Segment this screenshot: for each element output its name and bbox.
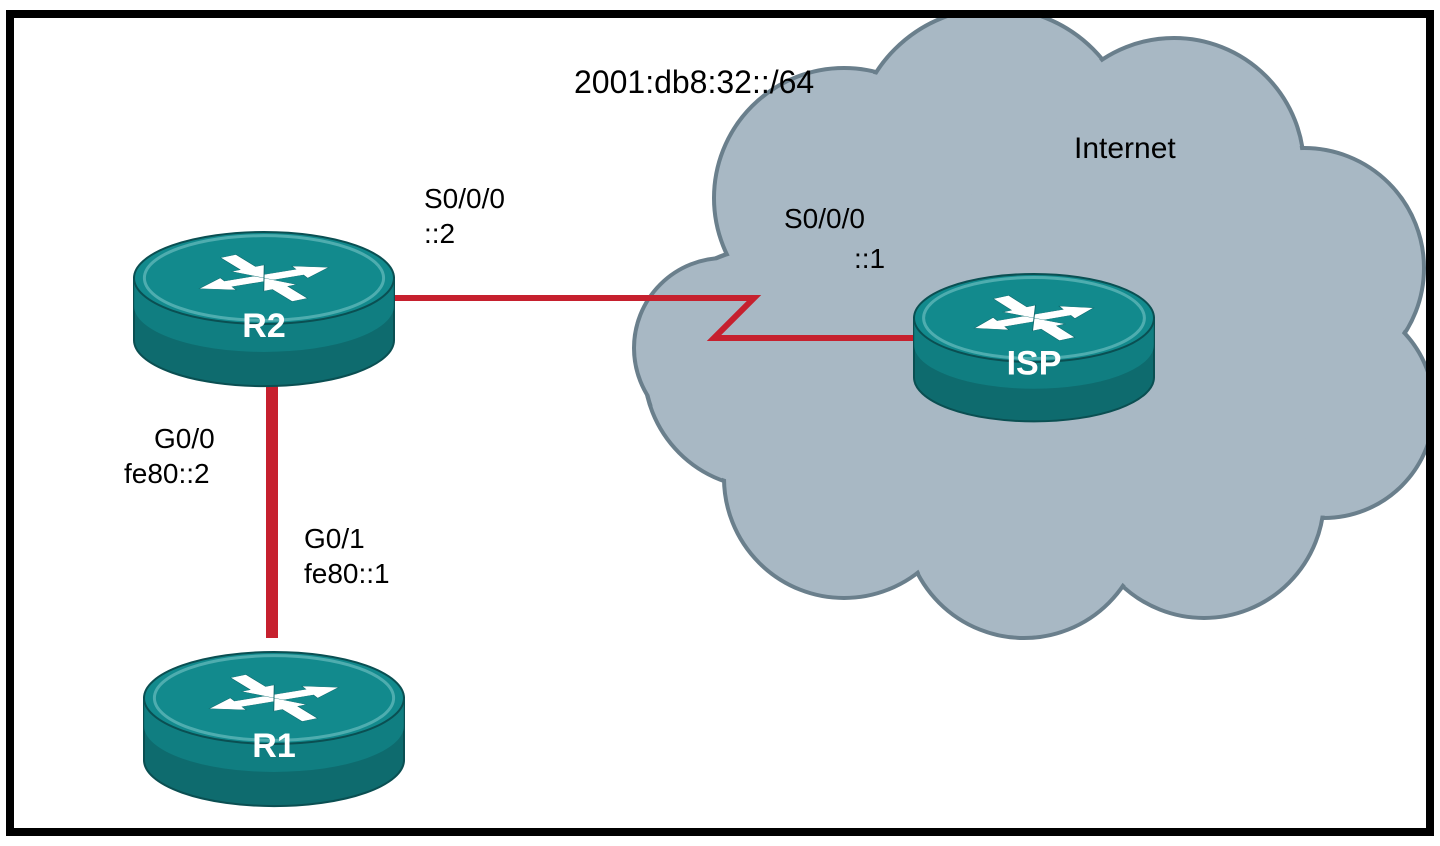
label-isp-s000: S0/0/0	[784, 203, 865, 234]
label-r1-g01-ip: fe80::1	[304, 558, 390, 589]
router-label: R1	[252, 727, 295, 765]
cloud-label: Internet	[1074, 132, 1176, 165]
label-r2-s000: S0/0/0	[424, 183, 505, 214]
label-network-prefix: 2001:db8:32::/64	[574, 64, 814, 100]
label-r2-s000-ip: ::2	[424, 218, 455, 249]
router-label: R2	[242, 307, 285, 345]
router-r2: R2	[134, 232, 394, 386]
diagram-canvas: InternetR2R1 ISP 2001:db8:32::/64S0/0/0::2…	[0, 0, 1440, 846]
router-r1: R1	[144, 652, 404, 806]
router-label: ISP	[1007, 344, 1062, 382]
label-r1-g01: G0/1	[304, 523, 365, 554]
router-isp: ISP	[914, 274, 1154, 421]
label-r2-g00: G0/0	[154, 423, 215, 454]
label-r2-g00-ip: fe80::2	[124, 458, 210, 489]
network-diagram: InternetR2R1 ISP 2001:db8:32::/64S0/0/0::2…	[14, 18, 1426, 828]
label-isp-s000-ip: ::1	[854, 243, 885, 274]
